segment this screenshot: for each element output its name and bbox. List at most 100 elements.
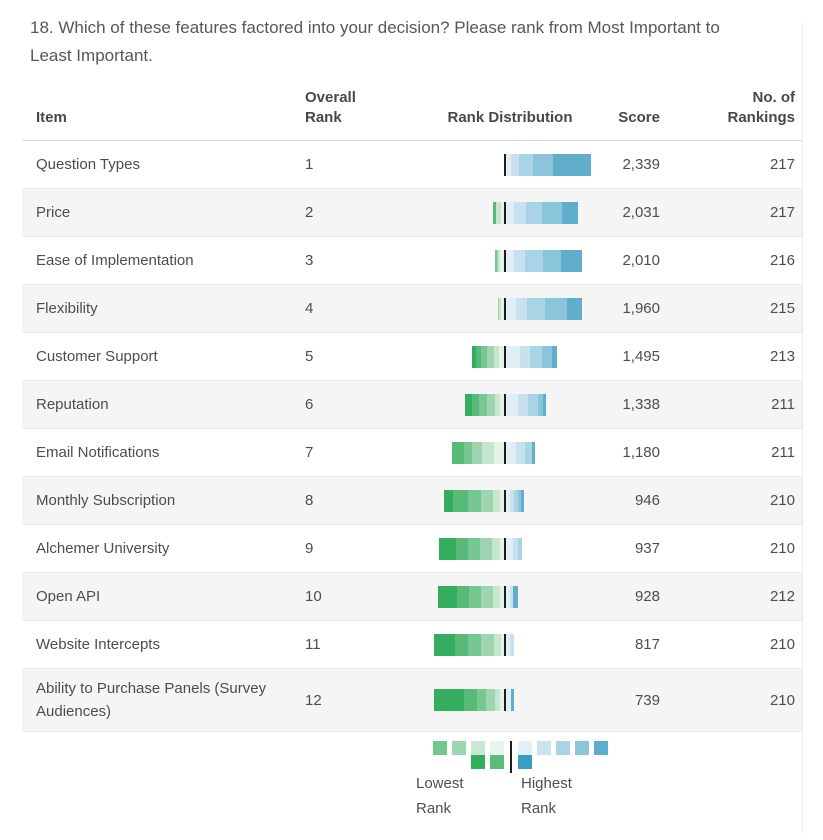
rank-segment — [552, 345, 557, 368]
rank-distribution-cell — [425, 201, 595, 224]
rank-segment — [545, 297, 567, 320]
rank-segment — [543, 249, 561, 272]
rank-segment — [530, 345, 542, 368]
rank-segment — [498, 297, 499, 320]
table-row: Customer Support 5 1,495 213 — [22, 333, 802, 381]
median-divider-line — [504, 441, 506, 464]
score-value: 2,010 — [622, 252, 660, 269]
rank-segment — [464, 689, 477, 711]
legend-highest-rank-label: Highest Rank — [521, 775, 572, 817]
rank-segment — [506, 297, 516, 320]
high-rank-segments — [506, 689, 514, 711]
rank-segment — [514, 201, 526, 224]
overall-rank-value: 11 — [305, 636, 321, 653]
rank-segment — [434, 633, 455, 656]
item-label: Price — [36, 204, 71, 221]
rank-segment — [500, 689, 504, 711]
rank-segment — [513, 537, 518, 560]
legend-chip — [594, 741, 608, 755]
legend-chip — [452, 741, 466, 755]
rank-distribution-cell — [425, 537, 595, 560]
low-rank-segments — [465, 393, 504, 416]
rank-segment — [528, 393, 538, 416]
rankings-count-value: 213 — [769, 348, 795, 365]
rank-segment — [499, 297, 501, 320]
rank-distribution-bar — [425, 153, 595, 176]
overall-rank-value: 2 — [305, 204, 314, 221]
rank-segment — [477, 689, 486, 711]
rank-segment — [500, 249, 504, 272]
rank-segment — [510, 633, 514, 656]
column-header-item: Item — [36, 109, 67, 126]
legend-chip — [518, 755, 532, 769]
legend-chip — [575, 741, 589, 755]
overall-rank-value: 6 — [305, 396, 314, 413]
table-row: Monthly Subscription 8 946 210 — [22, 477, 802, 525]
table-row: Question Types 1 2,339 217 — [22, 141, 802, 189]
rank-segment — [500, 585, 504, 608]
legend-color-scale — [433, 741, 823, 773]
rank-distribution-bar — [425, 489, 595, 512]
legend-chip — [471, 741, 485, 755]
low-rank-segments — [438, 585, 504, 608]
rank-segment — [511, 153, 519, 176]
rank-segment — [553, 153, 591, 176]
low-rank-segments — [434, 633, 504, 656]
rank-segment — [468, 537, 480, 560]
question-title: 18. Which of these features factored int… — [30, 18, 720, 65]
rank-segment — [506, 689, 511, 711]
table-row: Website Intercepts 11 817 210 — [22, 621, 802, 669]
score-value: 937 — [634, 540, 660, 557]
score-value: 1,495 — [622, 348, 660, 365]
median-divider-line — [504, 489, 506, 512]
rank-results-table: Item Overall Rank Rank Distribution Scor… — [22, 88, 802, 732]
rank-segment — [481, 345, 487, 368]
table-body: Question Types 1 2,339 217 Price 2 2,031 217 Eas… — [22, 141, 802, 732]
rank-segment — [480, 537, 492, 560]
rankings-count-value: 210 — [769, 636, 795, 653]
legend-chip — [518, 741, 532, 755]
rank-segment — [542, 345, 552, 368]
rank-segment — [532, 441, 535, 464]
rank-segment — [506, 249, 514, 272]
overall-rank-value: 9 — [305, 540, 314, 557]
legend-chip-column — [471, 741, 485, 769]
rank-segment — [494, 441, 504, 464]
rankings-count-value: 212 — [769, 588, 795, 605]
rank-distribution-bar — [425, 201, 595, 224]
rankings-count-value: 210 — [769, 492, 795, 509]
rank-segment — [506, 153, 511, 176]
item-label: Ease of Implementation — [36, 252, 194, 269]
median-divider-line — [504, 153, 506, 176]
rank-segment — [481, 489, 493, 512]
score-value: 1,338 — [622, 396, 660, 413]
rank-distribution-cell — [425, 633, 595, 656]
rank-segment — [496, 201, 501, 224]
rank-segment — [487, 393, 495, 416]
rank-distribution-bar — [425, 249, 595, 272]
rank-segment — [469, 585, 481, 608]
rank-segment — [501, 297, 504, 320]
overall-rank-value: 7 — [305, 444, 314, 461]
rank-segment — [495, 249, 497, 272]
high-rank-segments — [506, 297, 582, 320]
low-rank-segments — [495, 249, 504, 272]
legend-chip-column — [518, 741, 532, 769]
table-row: Alchemer University 9 937 210 — [22, 525, 802, 573]
overall-rank-value: 1 — [305, 156, 314, 173]
column-header-no-of-rankings: No. of Rankings — [727, 89, 795, 126]
column-header-rank-distribution: Rank Distribution — [447, 109, 573, 126]
rank-segment — [510, 585, 513, 608]
rankings-count-value: 211 — [771, 444, 795, 461]
rank-segment — [500, 393, 504, 416]
low-rank-segments — [452, 441, 504, 464]
rank-segment — [521, 489, 524, 512]
rank-distribution-bar — [425, 537, 595, 560]
rank-segment — [494, 345, 499, 368]
score-value: 2,031 — [622, 204, 660, 221]
high-rank-segments — [506, 537, 522, 560]
rank-segment — [497, 249, 498, 272]
legend-chip-column — [433, 741, 447, 755]
rank-segment — [434, 689, 464, 711]
rank-segment — [500, 537, 504, 560]
